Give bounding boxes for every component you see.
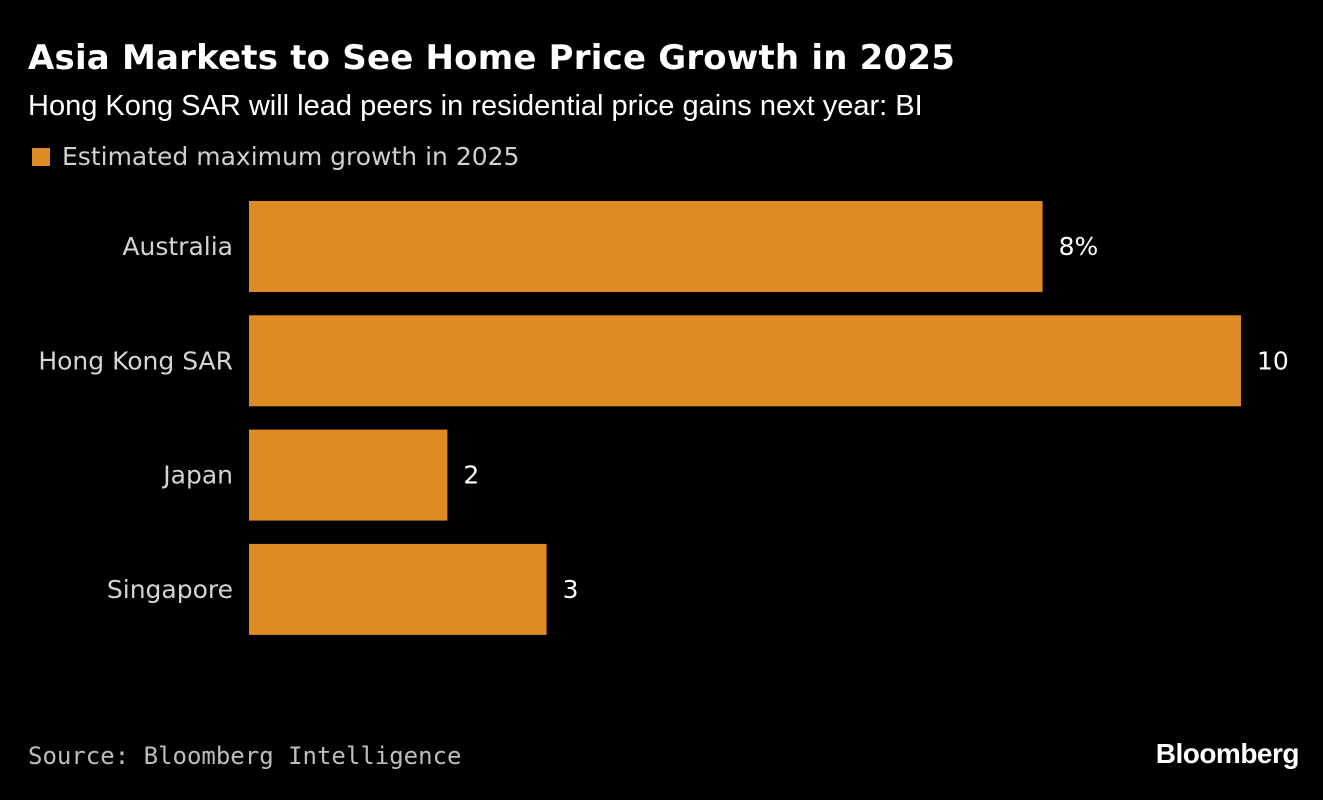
value-label: 3 [563,575,579,604]
category-label: Singapore [107,575,233,604]
legend-label: Estimated maximum growth in 2025 [62,142,520,171]
category-label: Japan [161,461,233,490]
chart-subtitle: Hong Kong SAR will lead peers in residen… [28,90,923,122]
bar-australia [249,201,1043,292]
value-label: 2 [463,461,479,490]
bar-singapore [249,543,547,635]
chart-title: Asia Markets to See Home Price Growth in… [28,38,956,78]
bar-japan [249,429,448,521]
source-note: Source: Bloomberg Intelligence [28,742,462,770]
value-label: 10 [1257,346,1289,375]
legend: Estimated maximum growth in 2025 [32,142,519,171]
value-label: 8% [1059,232,1099,261]
bloomberg-logo: Bloomberg [1155,738,1300,769]
category-label: Hong Kong SAR [38,346,233,375]
legend-swatch [32,147,50,166]
category-label: Australia [122,232,233,261]
bar-hong-kong-sar [249,315,1241,407]
